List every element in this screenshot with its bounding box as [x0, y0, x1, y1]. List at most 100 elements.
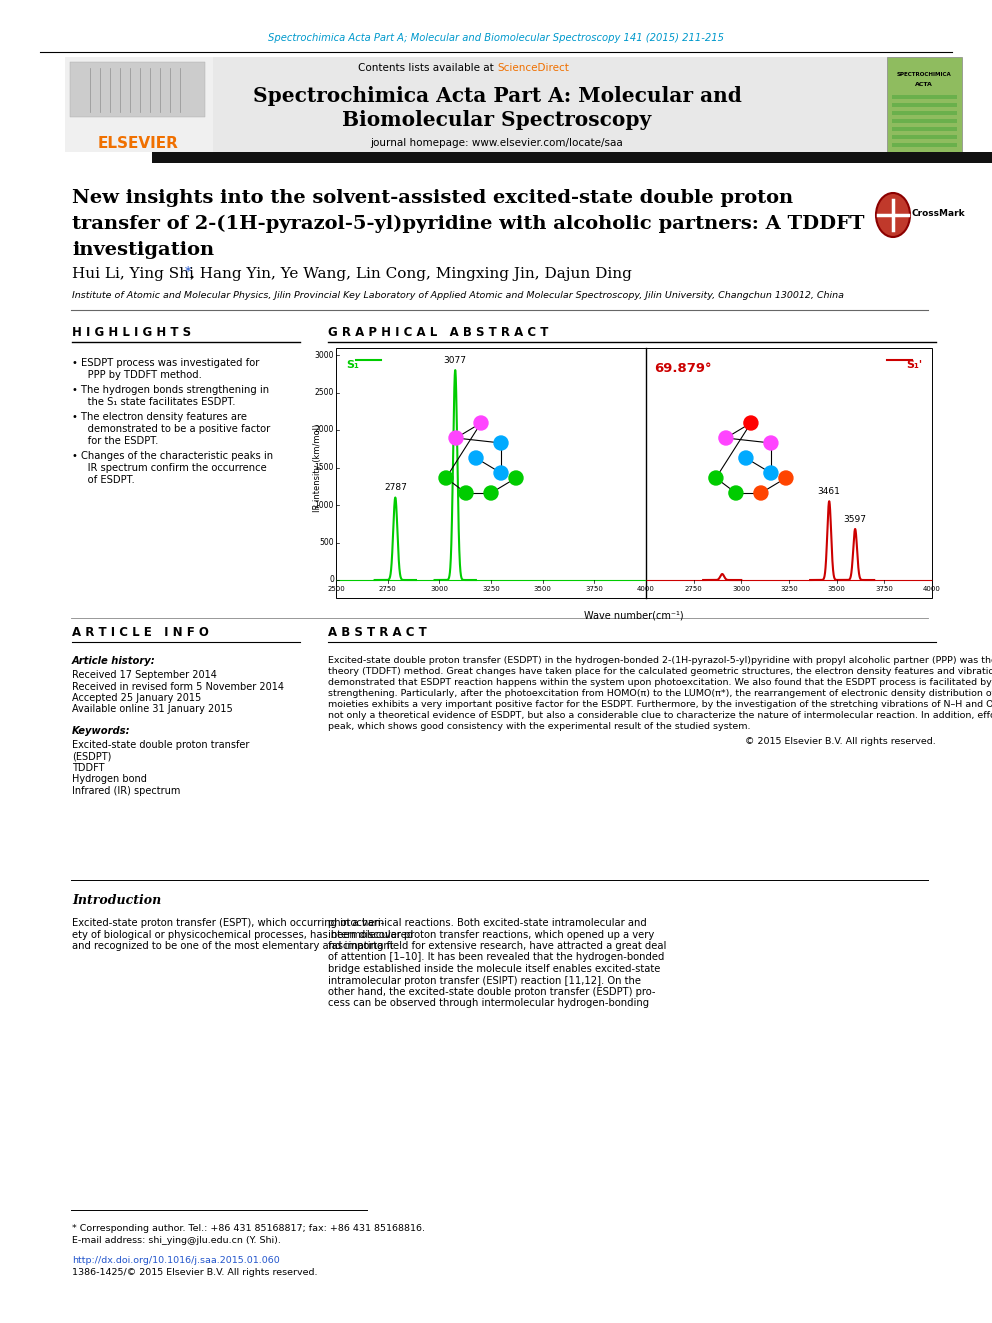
- Circle shape: [459, 486, 473, 500]
- Circle shape: [764, 466, 778, 480]
- Circle shape: [744, 415, 758, 430]
- Text: 3250: 3250: [482, 586, 500, 591]
- Text: Infrared (IR) spectrum: Infrared (IR) spectrum: [72, 786, 181, 796]
- Text: of attention [1–10]. It has been revealed that the hydrogen-bonded: of attention [1–10]. It has been reveale…: [328, 953, 665, 963]
- Text: 3000: 3000: [314, 351, 334, 360]
- Text: peak, which shows good consistency with the experimental result of the studied s: peak, which shows good consistency with …: [328, 722, 751, 732]
- Text: Contents lists available at: Contents lists available at: [358, 64, 497, 73]
- Bar: [887, 57, 962, 152]
- Text: Article history:: Article history:: [72, 656, 156, 665]
- Text: 4000: 4000: [637, 586, 655, 591]
- Text: Accepted 25 January 2015: Accepted 25 January 2015: [72, 693, 201, 703]
- Text: 3750: 3750: [585, 586, 603, 591]
- Text: journal homepage: www.elsevier.com/locate/saa: journal homepage: www.elsevier.com/locat…: [371, 138, 623, 148]
- Circle shape: [474, 415, 488, 430]
- Circle shape: [439, 471, 453, 486]
- Bar: [65, 57, 213, 152]
- Text: Keywords:: Keywords:: [72, 726, 131, 736]
- Text: intramolecular proton transfer (ESIPT) reaction [11,12]. On the: intramolecular proton transfer (ESIPT) r…: [328, 975, 641, 986]
- Text: 0: 0: [329, 576, 334, 585]
- Text: S₁': S₁': [906, 360, 922, 370]
- Circle shape: [764, 437, 778, 450]
- Circle shape: [484, 486, 498, 500]
- Text: cess can be observed through intermolecular hydrogen-bonding: cess can be observed through intermolecu…: [328, 999, 649, 1008]
- Text: G R A P H I C A L   A B S T R A C T: G R A P H I C A L A B S T R A C T: [328, 325, 549, 339]
- Ellipse shape: [876, 193, 910, 237]
- Text: 4000: 4000: [924, 586, 941, 591]
- Bar: [892, 127, 957, 131]
- Text: 2500: 2500: [314, 388, 334, 397]
- Text: for the ESDPT.: for the ESDPT.: [72, 437, 159, 446]
- Text: IR intensity (km/mol): IR intensity (km/mol): [313, 423, 322, 512]
- Text: transfer of 2-(1H-pyrazol-5-yl)pyridine with alcoholic partners: A TDDFT: transfer of 2-(1H-pyrazol-5-yl)pyridine …: [72, 214, 864, 233]
- Text: S₁: S₁: [346, 360, 359, 370]
- Text: TDDFT: TDDFT: [72, 763, 104, 773]
- Text: moieties exhibits a very important positive factor for the ESDPT. Furthermore, b: moieties exhibits a very important posit…: [328, 700, 992, 709]
- Text: bridge established inside the molecule itself enables excited-state: bridge established inside the molecule i…: [328, 964, 661, 974]
- Text: ScienceDirect: ScienceDirect: [497, 64, 568, 73]
- Text: 3500: 3500: [827, 586, 845, 591]
- Text: photochemical reactions. Both excited-state intramolecular and: photochemical reactions. Both excited-st…: [328, 918, 647, 927]
- Text: © 2015 Elsevier B.V. All rights reserved.: © 2015 Elsevier B.V. All rights reserved…: [745, 737, 936, 746]
- Text: H I G H L I G H T S: H I G H L I G H T S: [72, 325, 191, 339]
- Text: Wave number(cm⁻¹): Wave number(cm⁻¹): [584, 610, 683, 620]
- Text: Excited-state double proton transfer: Excited-state double proton transfer: [72, 740, 249, 750]
- Text: 3000: 3000: [431, 586, 448, 591]
- Bar: [892, 119, 957, 123]
- Bar: [892, 103, 957, 107]
- Text: 3500: 3500: [534, 586, 552, 591]
- Text: IR spectrum confirm the occurrence: IR spectrum confirm the occurrence: [72, 463, 267, 474]
- Text: Biomolecular Spectroscopy: Biomolecular Spectroscopy: [342, 110, 652, 130]
- Text: Introduction: Introduction: [72, 893, 162, 906]
- Text: Received 17 September 2014: Received 17 September 2014: [72, 669, 217, 680]
- Bar: [892, 95, 957, 99]
- Bar: [336, 348, 932, 598]
- Text: • Changes of the characteristic peaks in: • Changes of the characteristic peaks in: [72, 451, 273, 460]
- Text: SPECTROCHIMICA: SPECTROCHIMICA: [897, 73, 951, 78]
- Circle shape: [709, 471, 723, 486]
- Text: demonstrated to be a positive factor: demonstrated to be a positive factor: [72, 423, 270, 434]
- Text: Spectrochimica Acta Part A: Molecular and: Spectrochimica Acta Part A: Molecular an…: [253, 86, 741, 106]
- Text: 3750: 3750: [875, 586, 893, 591]
- Text: Excited-state proton transfer (ESPT), which occurring in a vari-: Excited-state proton transfer (ESPT), wh…: [72, 918, 384, 927]
- Text: Hydrogen bond: Hydrogen bond: [72, 774, 147, 785]
- Text: theory (TDDFT) method. Great changes have taken place for the calculated geometr: theory (TDDFT) method. Great changes hav…: [328, 667, 992, 676]
- Text: E-mail address: shi_ying@jlu.edu.cn (Y. Shi).: E-mail address: shi_ying@jlu.edu.cn (Y. …: [72, 1236, 281, 1245]
- Text: 2000: 2000: [314, 426, 334, 434]
- Text: 3000: 3000: [732, 586, 750, 591]
- Text: • The electron density features are: • The electron density features are: [72, 411, 247, 422]
- Text: (ESDPT): (ESDPT): [72, 751, 111, 762]
- Circle shape: [754, 486, 768, 500]
- Text: 2500: 2500: [327, 586, 345, 591]
- Text: A R T I C L E   I N F O: A R T I C L E I N F O: [72, 626, 209, 639]
- Text: • The hydrogen bonds strengthening in: • The hydrogen bonds strengthening in: [72, 385, 269, 396]
- Text: Excited-state double proton transfer (ESDPT) in the hydrogen-bonded 2-(1H-pyrazo: Excited-state double proton transfer (ES…: [328, 656, 992, 665]
- Text: 3597: 3597: [843, 515, 867, 524]
- Text: 1500: 1500: [314, 463, 334, 472]
- Text: demonstrated that ESDPT reaction happens within the system upon photoexcitation.: demonstrated that ESDPT reaction happens…: [328, 677, 992, 687]
- Text: 3461: 3461: [817, 487, 840, 496]
- Text: 500: 500: [319, 538, 334, 546]
- Text: other hand, the excited-state double proton transfer (ESDPT) pro-: other hand, the excited-state double pro…: [328, 987, 656, 998]
- Text: ACTA: ACTA: [915, 82, 932, 86]
- Circle shape: [719, 431, 733, 445]
- Text: 2750: 2750: [379, 586, 397, 591]
- Text: *: *: [185, 266, 191, 279]
- Text: intermolecular proton transfer reactions, which opened up a very: intermolecular proton transfer reactions…: [328, 930, 655, 939]
- Text: investigation: investigation: [72, 241, 214, 259]
- Text: , Hang Yin, Ye Wang, Lin Cong, Mingxing Jin, Dajun Ding: , Hang Yin, Ye Wang, Lin Cong, Mingxing …: [190, 267, 632, 280]
- Circle shape: [509, 471, 523, 486]
- Text: A B S T R A C T: A B S T R A C T: [328, 626, 427, 639]
- Bar: [396, 388, 551, 542]
- Text: New insights into the solvent-assisted excited-state double proton: New insights into the solvent-assisted e…: [72, 189, 794, 206]
- Circle shape: [779, 471, 793, 486]
- Text: the S₁ state facilitates ESDPT.: the S₁ state facilitates ESDPT.: [72, 397, 235, 407]
- Bar: [152, 152, 992, 163]
- Text: Institute of Atomic and Molecular Physics, Jilin Provincial Key Laboratory of Ap: Institute of Atomic and Molecular Physic…: [72, 291, 844, 300]
- Circle shape: [729, 486, 743, 500]
- Bar: [65, 57, 927, 152]
- Circle shape: [494, 437, 508, 450]
- Text: 3077: 3077: [443, 356, 466, 365]
- Text: * Corresponding author. Tel.: +86 431 85168817; fax: +86 431 85168816.: * Corresponding author. Tel.: +86 431 85…: [72, 1224, 425, 1233]
- Bar: [892, 143, 957, 147]
